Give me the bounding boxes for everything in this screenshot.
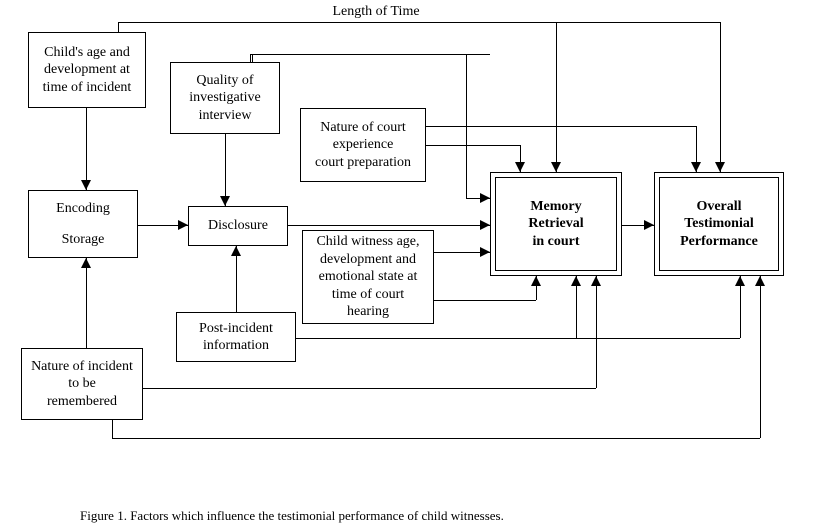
node-child-age-line-2: time of incident	[43, 79, 132, 97]
diagram-canvas: Child's age anddevelopment attime of inc…	[0, 0, 816, 529]
node-child-state-line-2: emotional state at	[319, 268, 418, 286]
arrowhead-icon	[480, 247, 490, 257]
node-overall-perf-line-0: Overall	[696, 198, 741, 216]
edge-segment	[556, 22, 720, 23]
arrowhead-icon	[571, 276, 581, 286]
arrowhead-icon	[755, 276, 765, 286]
node-child-state-line-0: Child witness age,	[316, 233, 419, 251]
node-post-incident-line-1: information	[203, 337, 269, 355]
edge-segment	[252, 54, 253, 62]
edge-segment	[86, 108, 87, 190]
node-quality-interview-line-1: investigative	[189, 89, 261, 107]
edge-segment	[118, 22, 556, 23]
node-child-state-line-3: time of court	[332, 286, 404, 304]
arrowhead-icon	[480, 193, 490, 203]
node-encoding-storage-line-1: Storage	[62, 231, 105, 249]
node-memory-retrieval-line-2: in court	[532, 233, 579, 251]
node-quality-interview-line-0: Quality of	[196, 72, 253, 90]
node-child-age-line-1: development at	[44, 61, 130, 79]
edge-segment	[143, 388, 596, 389]
edge-segment	[112, 438, 760, 439]
figure-caption: Figure 1. Factors which influence the te…	[80, 508, 504, 524]
edge-segment	[296, 338, 576, 339]
node-quality-interview-line-2: interview	[199, 107, 252, 125]
node-child-age: Child's age anddevelopment attime of inc…	[28, 32, 146, 108]
edge-segment	[426, 145, 520, 146]
arrowhead-icon	[81, 258, 91, 268]
node-post-incident: Post-incidentinformation	[176, 312, 296, 362]
node-court-experience-line-1: experience	[333, 136, 394, 154]
node-court-experience-line-2: court preparation	[315, 154, 411, 172]
edge-segment	[556, 22, 557, 172]
arrowhead-icon	[515, 162, 525, 172]
node-nature-incident-line-0: Nature of incident	[31, 358, 133, 376]
edge-segment	[112, 420, 113, 438]
edge-segment	[250, 54, 251, 62]
edge-segment	[720, 22, 721, 172]
edge-segment	[434, 300, 536, 301]
arrowhead-icon	[81, 180, 91, 190]
node-memory-retrieval-line-1: Retrieval	[528, 215, 583, 233]
node-child-state-line-1: development and	[320, 251, 416, 269]
edge-segment	[596, 276, 597, 388]
edge-segment	[86, 258, 87, 348]
node-court-experience-line-0: Nature of court	[320, 119, 406, 137]
node-encoding-storage-line-0: Encoding	[56, 200, 110, 218]
arrowhead-icon	[644, 220, 654, 230]
arrowhead-icon	[735, 276, 745, 286]
node-child-age-line-0: Child's age and	[44, 44, 130, 62]
edge-segment	[760, 276, 761, 438]
node-child-state-line-4: hearing	[347, 303, 389, 321]
node-overall-perf-line-2: Performance	[680, 233, 758, 251]
arrowhead-icon	[715, 162, 725, 172]
arrowhead-icon	[531, 276, 541, 286]
node-memory-retrieval: MemoryRetrievalin court	[490, 172, 622, 276]
arrowhead-icon	[231, 246, 241, 256]
node-disclosure: Disclosure	[188, 206, 288, 246]
node-memory-retrieval-line-0: Memory	[530, 198, 581, 216]
node-overall-perf: OverallTestimonialPerformance	[654, 172, 784, 276]
edge-segment	[288, 225, 490, 226]
node-nature-incident: Nature of incidentto beremembered	[21, 348, 143, 420]
arrowhead-icon	[220, 196, 230, 206]
node-overall-perf-line-1: Testimonial	[684, 215, 754, 233]
arrowhead-icon	[691, 162, 701, 172]
arrowhead-icon	[591, 276, 601, 286]
edge-segment	[252, 54, 466, 55]
node-disclosure-line-0: Disclosure	[208, 217, 268, 235]
node-nature-incident-line-1: to be	[68, 375, 96, 393]
node-encoding-storage: Encoding Storage	[28, 190, 138, 258]
edge-segment	[576, 338, 740, 339]
node-post-incident-line-0: Post-incident	[199, 320, 273, 338]
node-court-experience: Nature of courtexperiencecourt preparati…	[300, 108, 426, 182]
edge-segment	[466, 54, 467, 198]
arrowhead-icon	[551, 162, 561, 172]
arrowhead-icon	[480, 220, 490, 230]
node-nature-incident-line-2: remembered	[47, 393, 117, 411]
length-of-time-label: Length of Time	[296, 4, 456, 20]
node-child-state: Child witness age,development andemotion…	[302, 230, 434, 324]
arrowhead-icon	[178, 220, 188, 230]
node-quality-interview: Quality ofinvestigativeinterview	[170, 62, 280, 134]
edge-segment	[118, 22, 119, 32]
